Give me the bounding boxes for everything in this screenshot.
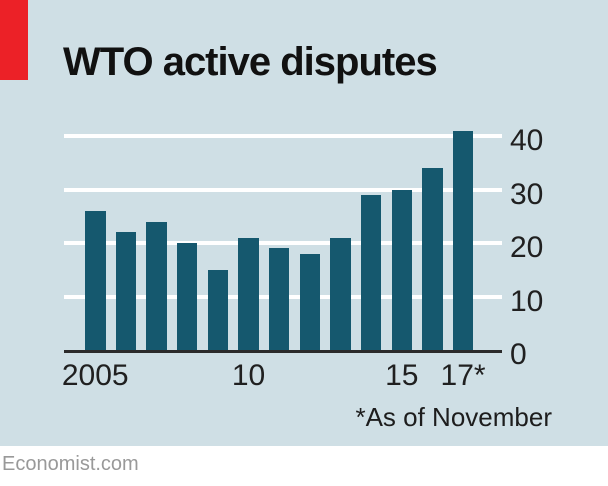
x-tick-label-15: 15 [385, 359, 419, 392]
x-tick-label-17star: 17* [440, 359, 486, 392]
gridline-40 [64, 134, 502, 138]
x-tick-label-10: 10 [231, 359, 266, 392]
bar-2006 [115, 232, 137, 350]
footer-strip: Economist.com [0, 446, 608, 486]
y-tick-label-20: 20 [510, 231, 544, 264]
chart-footnote: *As of November [355, 402, 552, 432]
bar-2017 [452, 130, 474, 350]
chart-title: WTO active disputes [63, 40, 438, 84]
y-tick-label-10: 10 [510, 284, 544, 318]
bar-2008 [176, 243, 198, 350]
bar-2013 [330, 237, 351, 350]
bar-2010 [238, 237, 259, 350]
bar-2005 [85, 210, 106, 350]
x-tick-label-2005: 2005 [61, 359, 129, 392]
chart-panel: WTO active disputes 0 10 20 30 40 2005 10 15 17… [0, 0, 608, 446]
economist-red-tab [0, 0, 28, 80]
bar-2011 [268, 248, 290, 350]
gridline-30 [64, 187, 502, 192]
gridline-20 [64, 241, 502, 245]
bar-2007 [146, 221, 167, 350]
plot-area [64, 130, 502, 353]
bar-2016 [422, 168, 443, 350]
y-tick-label-40: 40 [510, 124, 544, 157]
source-link[interactable]: Economist.com [2, 453, 139, 475]
y-tick-label-30: 30 [510, 177, 544, 211]
bar-2015 [391, 189, 412, 350]
bar-2009 [207, 269, 229, 350]
bar-2012 [299, 253, 321, 350]
bar-2014 [360, 194, 382, 350]
y-tick-label-0: 0 [510, 338, 527, 371]
